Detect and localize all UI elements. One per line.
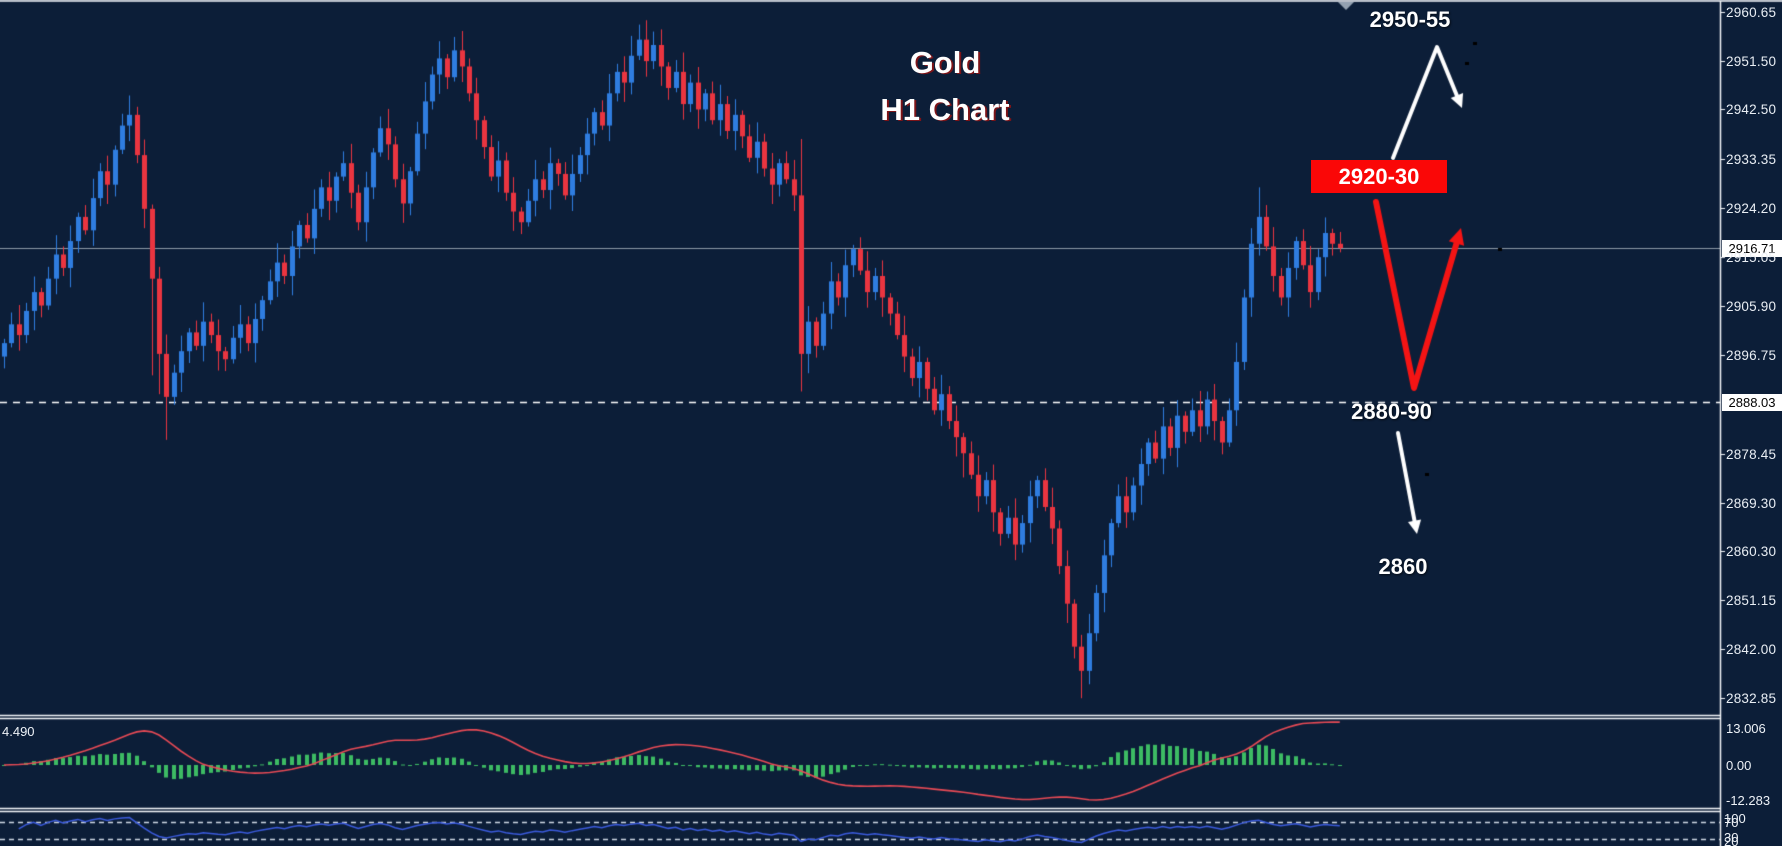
price-axis-label: 2860.30: [1726, 544, 1777, 559]
annotation-support-2880-90[interactable]: 2880-90: [1351, 399, 1432, 424]
price-axis-label: 2869.30: [1726, 496, 1777, 511]
oscillator-axis-label: 70: [1724, 815, 1739, 830]
price-axis-label: 2905.90: [1726, 299, 1777, 314]
macd-current-value: 4.490: [2, 724, 35, 739]
macd-axis-zero: 0.00: [1726, 758, 1752, 773]
price-axis-label: 2851.15: [1726, 593, 1777, 608]
oscillator-axis-label: 100: [1724, 811, 1746, 826]
oscillator-axis-label: 20: [1724, 834, 1739, 846]
macd-axis-max: 13.006: [1726, 721, 1766, 736]
dashed-level-tag: 2888.03: [1722, 394, 1782, 411]
annotation-zone-box-2920-30[interactable]: 2920-30: [1311, 160, 1447, 193]
macd-axis-min: -12.283: [1726, 793, 1771, 808]
price-axis-label: 2933.35: [1726, 152, 1777, 167]
price-axis-label: 2878.45: [1726, 447, 1777, 462]
price-axis-label: 2842.00: [1726, 642, 1777, 657]
annotation-resistance-2950-55[interactable]: 2950-55: [1369, 7, 1451, 32]
oscillator-axis-label: 30: [1724, 830, 1739, 845]
price-axis-label: 2924.20: [1726, 201, 1777, 216]
price-axis-label: 2960.65: [1726, 5, 1777, 20]
annotation-target-2860[interactable]: 2860: [1378, 554, 1428, 579]
price-axis-label: 2832.85: [1726, 691, 1777, 706]
chart-subtitle: H1 Chart: [880, 92, 1010, 127]
price-axis-label: 2942.50: [1726, 102, 1777, 117]
price-axis-label: 2896.75: [1726, 348, 1777, 363]
chart-title: Gold: [909, 45, 981, 80]
current-price-tag: 2916.71: [1722, 240, 1782, 257]
price-axis-label: 2915.05: [1726, 250, 1777, 265]
price-axis-label: 2951.50: [1726, 54, 1777, 69]
